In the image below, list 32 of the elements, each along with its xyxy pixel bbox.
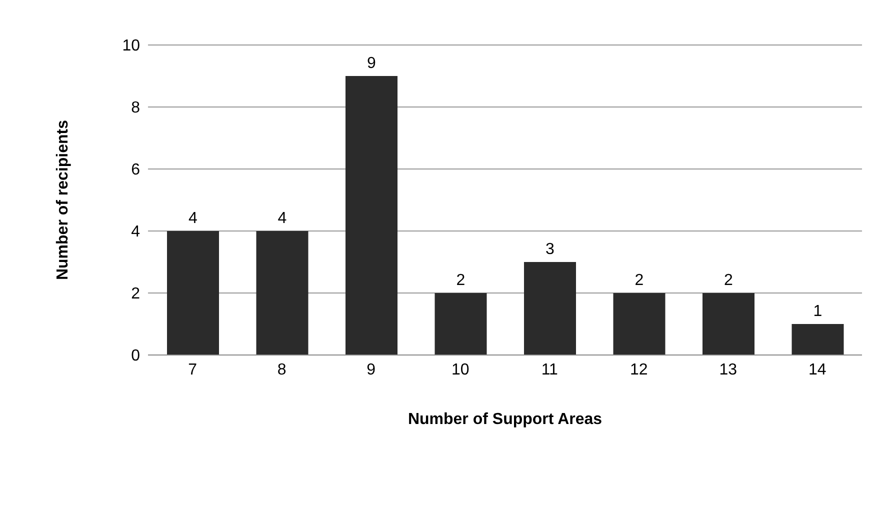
y-tick-label: 8	[131, 100, 140, 117]
x-tick-label: 14	[808, 361, 826, 378]
bar	[434, 293, 487, 355]
bar	[256, 231, 308, 355]
data-label: 1	[813, 303, 822, 320]
x-tick-label: 9	[366, 361, 376, 378]
bar	[346, 76, 398, 355]
data-label: 2	[456, 272, 466, 289]
x-tick-label: 13	[719, 361, 738, 378]
bar	[792, 324, 844, 355]
data-label: 2	[634, 272, 644, 289]
data-label: 2	[724, 272, 734, 289]
bar	[524, 262, 576, 355]
y-tick-label: 6	[131, 162, 140, 179]
bar	[167, 231, 219, 355]
data-label: 3	[546, 241, 555, 258]
y-tick-label: 10	[122, 38, 140, 55]
y-tick-label: 2	[131, 286, 140, 303]
data-label: 4	[188, 210, 198, 227]
x-axis-title: Number of Support Areas	[408, 411, 602, 428]
data-label: 9	[367, 55, 376, 72]
x-tick-label: 7	[188, 361, 198, 378]
x-tick-label: 11	[541, 361, 558, 378]
bar	[702, 293, 754, 355]
x-tick-label: 8	[277, 361, 286, 378]
y-tick-label: 0	[131, 348, 140, 365]
x-tick-label: 10	[451, 361, 470, 378]
x-tick-label: 12	[630, 361, 648, 378]
bar	[613, 293, 666, 355]
data-label: 4	[278, 210, 287, 227]
y-tick-label: 4	[131, 224, 140, 241]
y-axis-title: Number of recipients	[54, 120, 72, 280]
